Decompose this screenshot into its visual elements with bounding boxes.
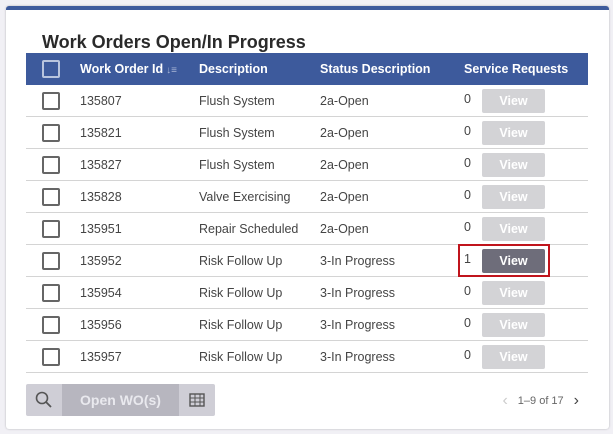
work-order-id: 135827 [80, 158, 122, 172]
service-request-count: 0 [464, 316, 471, 330]
row-checkbox[interactable] [42, 92, 60, 110]
work-order-id: 135954 [80, 286, 122, 300]
grid-view-button[interactable] [179, 384, 215, 416]
prev-page-icon[interactable]: ‹ [502, 392, 508, 409]
view-button[interactable]: View [482, 217, 545, 241]
card-title: Work Orders Open/In Progress [42, 32, 306, 52]
status: 3-In Progress [320, 318, 396, 332]
work-order-id: 135828 [80, 190, 122, 204]
select-all-checkbox[interactable] [42, 60, 60, 78]
column-status[interactable]: Status Description [320, 62, 431, 76]
status: 3-In Progress [320, 286, 396, 300]
work-order-id: 135957 [80, 350, 122, 364]
grid-icon [189, 393, 205, 407]
description: Repair Scheduled [199, 222, 299, 236]
work-order-id: 135956 [80, 318, 122, 332]
status: 2a-Open [320, 94, 369, 108]
service-request-count: 1 [464, 252, 471, 266]
service-request-count: 0 [464, 92, 471, 106]
table-row: 135807 Flush System 2a-Open 0 View [26, 85, 588, 117]
description: Risk Follow Up [199, 254, 283, 268]
service-request-count: 0 [464, 188, 471, 202]
table-row: 135828 Valve Exercising 2a-Open 0 View [26, 181, 588, 213]
view-button[interactable]: View [482, 313, 545, 337]
service-request-count: 0 [464, 348, 471, 362]
view-button[interactable]: View [482, 153, 545, 177]
work-order-id: 135821 [80, 126, 122, 140]
description: Flush System [199, 126, 275, 140]
description: Flush System [199, 158, 275, 172]
service-request-count: 0 [464, 156, 471, 170]
status: 3-In Progress [320, 254, 396, 268]
table-row: 135821 Flush System 2a-Open 0 View [26, 117, 588, 149]
search-icon [35, 391, 52, 408]
work-order-id: 135952 [80, 254, 122, 268]
table-row: 135827 Flush System 2a-Open 0 View [26, 149, 588, 181]
description: Risk Follow Up [199, 286, 283, 300]
table-row: 135957 Risk Follow Up 3-In Progress 0 Vi… [26, 341, 588, 373]
description: Valve Exercising [199, 190, 291, 204]
open-wo-button[interactable]: Open WO(s) [62, 384, 179, 416]
view-button[interactable]: View [482, 345, 545, 369]
view-button[interactable]: View [482, 121, 545, 145]
row-checkbox[interactable] [42, 316, 60, 334]
column-service-requests[interactable]: Service Requests [464, 62, 569, 76]
view-button[interactable]: View [482, 89, 545, 113]
row-checkbox[interactable] [42, 188, 60, 206]
row-checkbox[interactable] [42, 252, 60, 270]
view-button[interactable]: View [482, 249, 545, 273]
sort-icon: ↓≡ [166, 65, 177, 76]
column-work-order-id[interactable]: Work Order Id ↓≡ [80, 62, 177, 76]
search-button[interactable] [26, 384, 62, 416]
work-orders-card: Work Orders Open/In Progress Work Order … [6, 6, 609, 429]
description: Flush System [199, 94, 275, 108]
status: 3-In Progress [320, 350, 396, 364]
row-checkbox[interactable] [42, 124, 60, 142]
row-checkbox[interactable] [42, 220, 60, 238]
service-request-count: 0 [464, 124, 471, 138]
description: Risk Follow Up [199, 350, 283, 364]
work-order-id: 135807 [80, 94, 122, 108]
view-button[interactable]: View [482, 185, 545, 209]
table-row: 135951 Repair Scheduled 2a-Open 0 View [26, 213, 588, 245]
footer-toolbar: Open WO(s) [26, 384, 215, 416]
table-header: Work Order Id ↓≡ Description Status Descr… [26, 53, 588, 85]
description: Risk Follow Up [199, 318, 283, 332]
status: 2a-Open [320, 222, 369, 236]
service-request-count: 0 [464, 220, 471, 234]
row-checkbox[interactable] [42, 284, 60, 302]
row-checkbox[interactable] [42, 156, 60, 174]
row-checkbox[interactable] [42, 348, 60, 366]
work-orders-table: Work Order Id ↓≡ Description Status Descr… [26, 53, 588, 373]
table-row: 135956 Risk Follow Up 3-In Progress 0 Vi… [26, 309, 588, 341]
highlight-box [458, 244, 550, 277]
work-order-id: 135951 [80, 222, 122, 236]
table-row: 135952 Risk Follow Up 3-In Progress 1 Vi… [26, 244, 588, 277]
view-button[interactable]: View [482, 281, 545, 305]
column-description[interactable]: Description [199, 62, 268, 76]
service-request-count: 0 [464, 284, 471, 298]
next-page-icon[interactable]: › [573, 392, 579, 409]
pagination: ‹ 1–9 of 17 › [502, 392, 579, 410]
status: 2a-Open [320, 126, 369, 140]
status: 2a-Open [320, 190, 369, 204]
status: 2a-Open [320, 158, 369, 172]
table-row: 135954 Risk Follow Up 3-In Progress 0 Vi… [26, 277, 588, 309]
page-range: 1–9 of 17 [517, 395, 564, 407]
